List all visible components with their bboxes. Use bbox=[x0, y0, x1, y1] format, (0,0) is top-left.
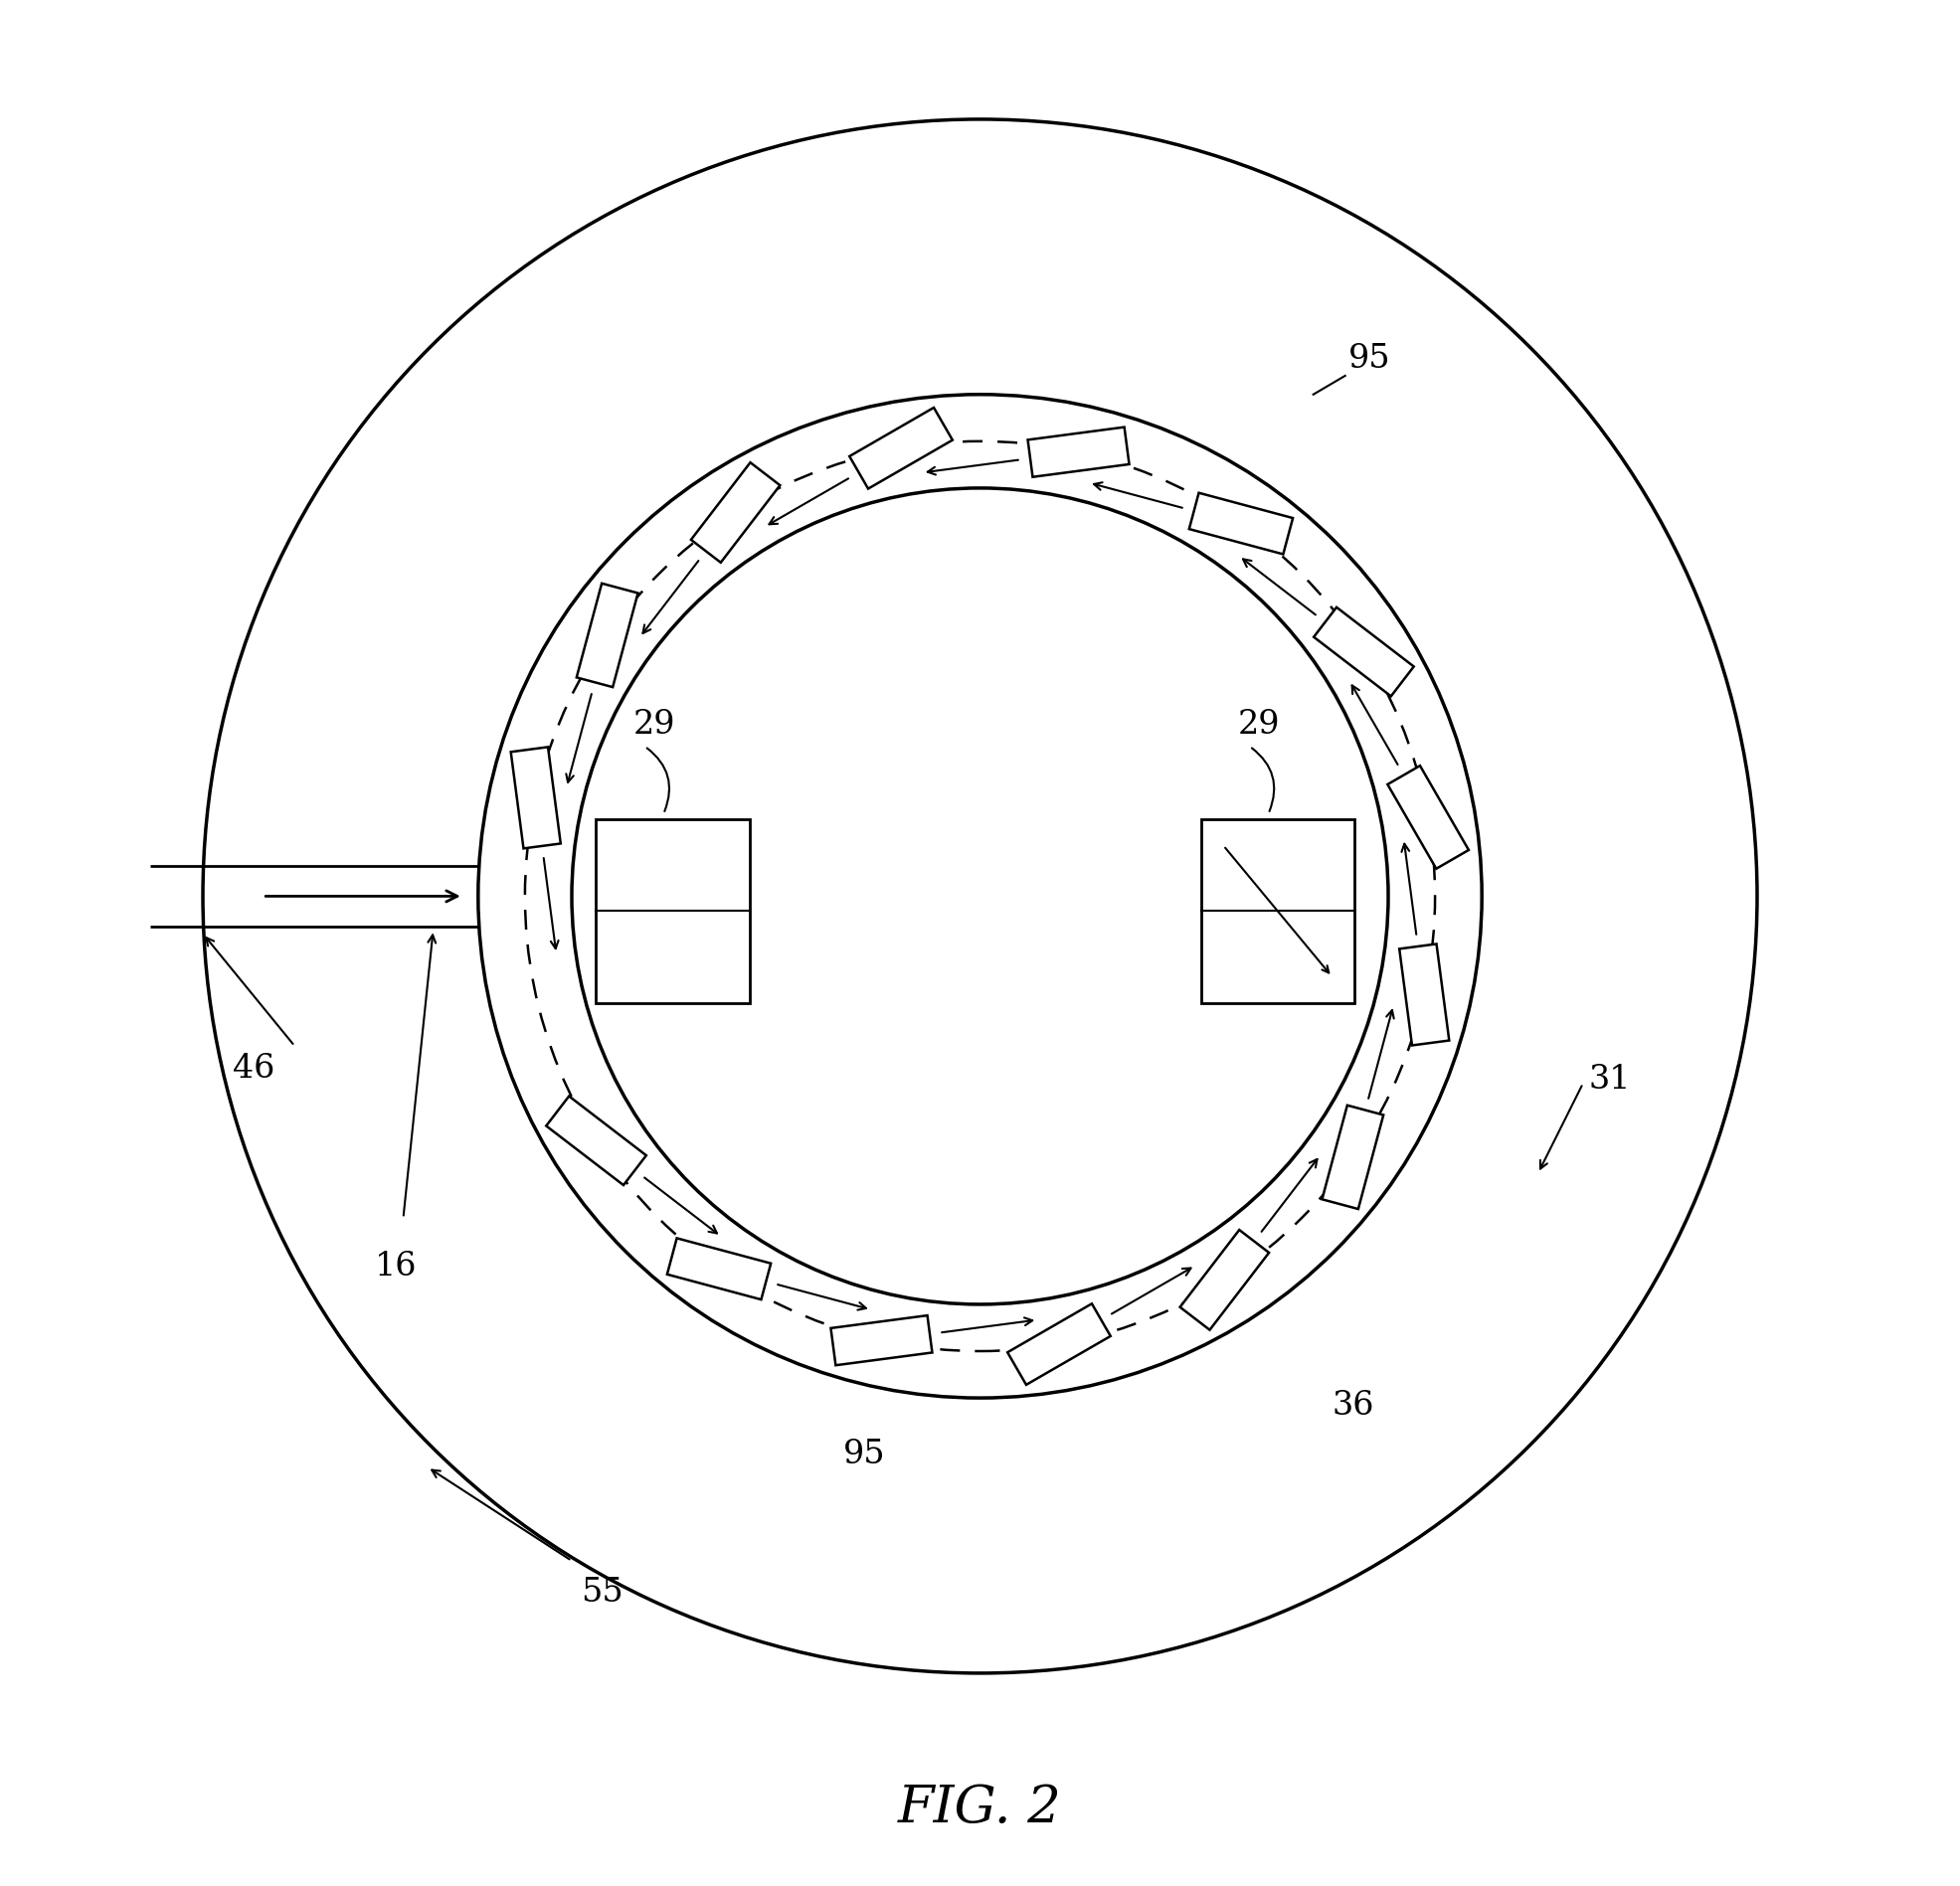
Polygon shape bbox=[692, 462, 780, 562]
Polygon shape bbox=[1313, 607, 1413, 696]
Polygon shape bbox=[1190, 492, 1294, 554]
Polygon shape bbox=[1007, 1303, 1111, 1384]
Polygon shape bbox=[1388, 766, 1468, 869]
Polygon shape bbox=[1180, 1230, 1268, 1330]
Text: 36: 36 bbox=[1333, 1390, 1374, 1422]
Polygon shape bbox=[849, 407, 953, 488]
Text: 31: 31 bbox=[1590, 1064, 1631, 1096]
Text: FIG. 2: FIG. 2 bbox=[898, 1782, 1062, 1833]
Polygon shape bbox=[831, 1315, 933, 1365]
Polygon shape bbox=[666, 1239, 770, 1299]
Text: 55: 55 bbox=[580, 1577, 623, 1609]
Polygon shape bbox=[512, 747, 561, 849]
Text: 46: 46 bbox=[233, 1052, 274, 1084]
Bar bbox=[1201, 819, 1354, 1003]
Polygon shape bbox=[576, 583, 637, 687]
Text: 16: 16 bbox=[374, 1250, 417, 1282]
Polygon shape bbox=[1399, 945, 1448, 1045]
Text: 29: 29 bbox=[633, 709, 676, 741]
Text: 95: 95 bbox=[843, 1439, 886, 1469]
Polygon shape bbox=[1323, 1105, 1384, 1209]
Polygon shape bbox=[547, 1096, 647, 1184]
Text: 29: 29 bbox=[1239, 709, 1280, 741]
Text: 95: 95 bbox=[1348, 343, 1392, 375]
Bar bbox=[596, 819, 749, 1003]
Polygon shape bbox=[1027, 426, 1129, 477]
